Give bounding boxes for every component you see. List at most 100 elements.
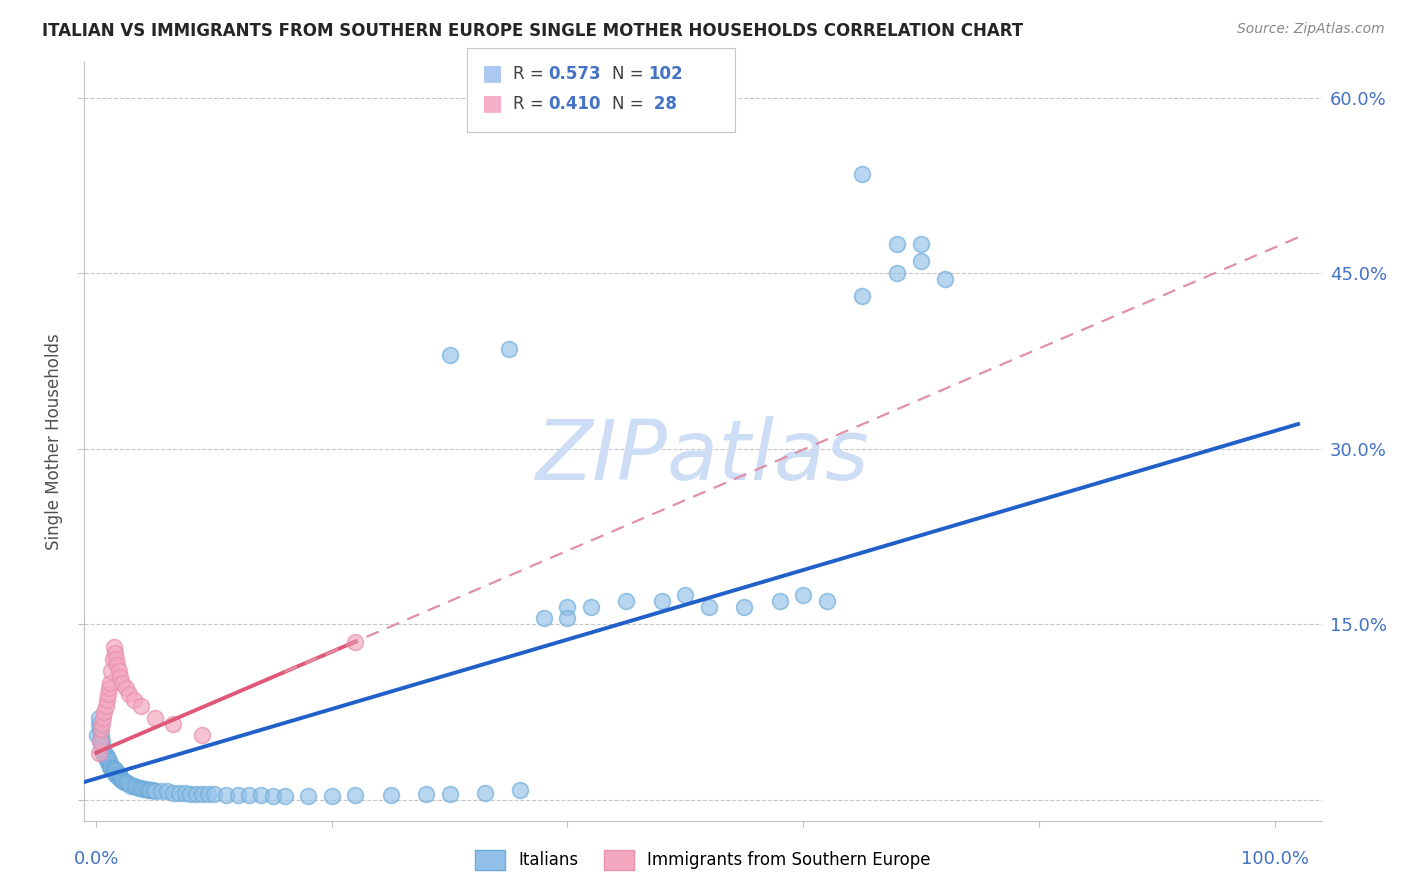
Point (509, 783, 531, 797)
Point (557, 611, 579, 625)
Point (108, 769, 131, 783)
Point (98, 757, 121, 772)
Text: 0.0%: 0.0% (73, 850, 120, 868)
Point (262, 789, 284, 803)
Point (118, 687, 141, 701)
Point (121, 779, 143, 793)
Point (90, 723, 112, 737)
Point (215, 788, 238, 802)
Point (191, 787, 214, 801)
Point (533, 611, 555, 625)
Point (104, 767, 127, 781)
Text: R =: R = (513, 95, 550, 113)
Point (557, 599, 579, 614)
Point (250, 788, 273, 802)
Point (96, 753, 118, 767)
Point (197, 787, 219, 801)
Point (90, 728, 112, 742)
Point (792, 588, 814, 602)
Point (87, 746, 110, 760)
Point (105, 658, 128, 673)
Point (143, 784, 166, 798)
Point (111, 772, 134, 787)
Point (132, 782, 155, 797)
Point (104, 646, 127, 660)
Point (89, 723, 111, 737)
Legend: Italians, Immigrants from Southern Europe: Italians, Immigrants from Southern Europ… (468, 843, 938, 877)
Point (96, 750, 118, 764)
Point (125, 780, 148, 794)
Point (98, 754, 121, 768)
Point (179, 787, 201, 801)
Y-axis label: Single Mother Households: Single Mother Households (45, 334, 63, 549)
Point (107, 769, 129, 783)
Point (142, 783, 165, 797)
Point (118, 777, 141, 791)
Point (100, 760, 122, 774)
Point (91, 743, 114, 757)
Point (101, 764, 124, 778)
Point (111, 675, 134, 690)
Point (851, 289, 873, 303)
Point (439, 348, 461, 362)
Point (122, 693, 145, 707)
Point (91, 739, 114, 754)
Text: Source: ZipAtlas.com: Source: ZipAtlas.com (1237, 22, 1385, 37)
Point (105, 769, 128, 783)
Point (91, 734, 114, 748)
Point (934, 272, 956, 286)
Point (93, 705, 115, 719)
Point (149, 784, 172, 798)
Point (191, 728, 214, 742)
Point (651, 593, 673, 607)
Point (103, 762, 125, 776)
Point (114, 681, 136, 696)
Point (733, 599, 755, 614)
Point (98, 760, 121, 774)
Point (107, 767, 129, 781)
Text: 0.410: 0.410 (548, 95, 600, 113)
Point (94, 750, 117, 764)
Point (167, 786, 190, 800)
Point (135, 782, 157, 797)
Point (91, 711, 114, 725)
Text: ZIPatlas: ZIPatlas (536, 417, 870, 497)
Point (105, 764, 128, 779)
Point (107, 664, 129, 678)
Point (156, 784, 179, 798)
Point (886, 236, 908, 251)
Point (98, 675, 121, 690)
Text: ITALIAN VS IMMIGRANTS FROM SOUTHERN EUROPE SINGLE MOTHER HOUSEHOLDS CORRELATION : ITALIAN VS IMMIGRANTS FROM SOUTHERN EURO… (42, 22, 1024, 40)
Point (616, 593, 638, 607)
Point (344, 634, 367, 648)
Point (238, 788, 260, 802)
Point (108, 772, 131, 786)
Point (297, 789, 319, 803)
Text: R =: R = (513, 65, 550, 83)
Text: ■: ■ (482, 63, 503, 83)
Point (89, 734, 111, 748)
Point (273, 789, 295, 803)
Point (143, 711, 166, 725)
Point (87, 716, 110, 731)
Point (98, 681, 121, 696)
Point (226, 788, 249, 802)
Point (122, 779, 145, 793)
Point (91, 746, 114, 760)
Point (321, 789, 343, 803)
Point (101, 761, 124, 775)
Point (498, 342, 520, 356)
Text: ■: ■ (482, 94, 503, 113)
Point (697, 599, 720, 614)
Point (186, 787, 208, 801)
Point (910, 254, 932, 268)
Point (101, 652, 124, 666)
Point (344, 788, 367, 802)
Point (112, 773, 135, 788)
Point (108, 670, 131, 684)
Point (673, 588, 696, 602)
Point (100, 664, 122, 678)
Point (815, 593, 838, 607)
Text: N =: N = (612, 95, 643, 113)
Point (112, 775, 135, 789)
